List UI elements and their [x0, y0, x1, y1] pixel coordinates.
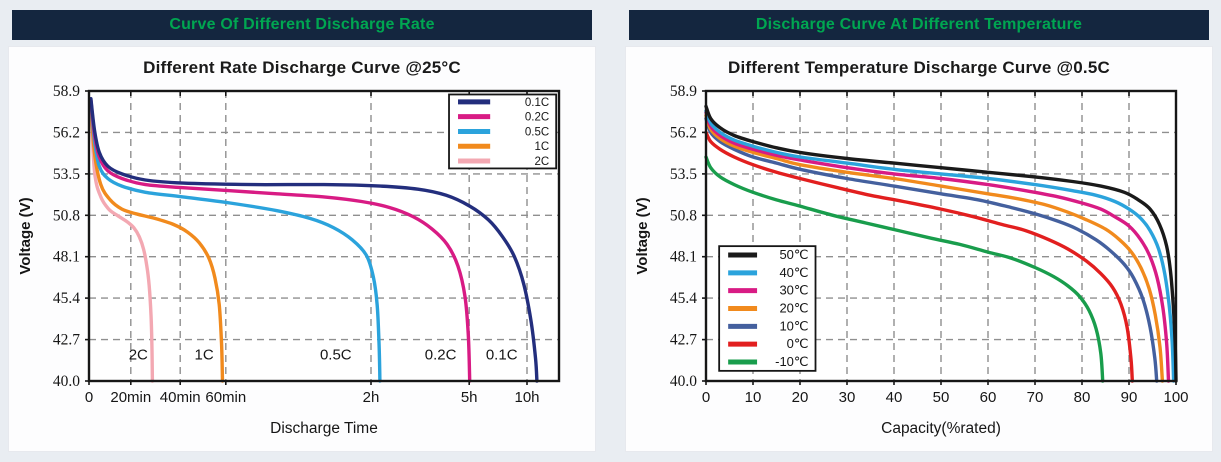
- page: Curve Of Different Discharge Rate Differ…: [8, 8, 1213, 452]
- legend: 50℃ 40℃ 30℃ 20℃ 10℃ 0℃ -10℃: [718, 245, 817, 372]
- legend-label-30℃: 30℃: [779, 283, 808, 298]
- x-axis-title: Discharge Time: [270, 420, 378, 437]
- svg-text:0: 0: [702, 389, 710, 406]
- legend-label-40℃: 40℃: [779, 265, 808, 280]
- series-line-20℃: [704, 113, 1165, 383]
- y-tick-labels: 58.9 56.2 53.5 50.8 48.1 45.4 42.7 40.0: [670, 85, 697, 390]
- svg-text:48.1: 48.1: [670, 249, 697, 266]
- y-axis-title: Voltage (V): [634, 197, 651, 274]
- svg-text:53.5: 53.5: [53, 166, 80, 183]
- svg-text:80: 80: [1074, 389, 1091, 406]
- x-tick-labels: 0 10 20 30 40 50 60 70 80 90 100: [702, 389, 1189, 406]
- svg-text:10: 10: [745, 389, 762, 406]
- legend-label-20℃: 20℃: [779, 301, 808, 316]
- series-line-0℃: [704, 130, 1134, 383]
- legend-label-0.5C: 0.5C: [525, 126, 549, 138]
- series-lines: [89, 97, 539, 383]
- series-line-40℃: [704, 109, 1176, 383]
- svg-text:100: 100: [1163, 389, 1188, 406]
- svg-text:60min: 60min: [205, 389, 246, 406]
- series-line-30℃: [704, 110, 1171, 383]
- legend-label-50℃: 50℃: [779, 247, 808, 262]
- svg-text:50.8: 50.8: [53, 207, 80, 224]
- series-line-1C: [89, 103, 225, 383]
- temperature-header: Discharge Curve At Different Temperature: [629, 10, 1209, 40]
- legend-label-0.1C: 0.1C: [525, 97, 549, 109]
- svg-text:42.7: 42.7: [53, 332, 80, 349]
- svg-text:2C: 2C: [129, 347, 148, 364]
- series-lines: [704, 104, 1178, 383]
- svg-text:56.2: 56.2: [53, 124, 80, 141]
- y-tick-labels: 58.9 56.2 53.5 50.8 48.1 45.4 42.7 40.0: [53, 85, 80, 390]
- svg-text:58.9: 58.9: [53, 85, 80, 100]
- tick-marks: [85, 90, 528, 385]
- series-line--10℃: [704, 155, 1105, 383]
- curve-annotations: 2C 1C 0.5C 0.2C 0.1C: [129, 347, 518, 364]
- svg-text:45.4: 45.4: [53, 290, 80, 307]
- svg-text:40min: 40min: [160, 389, 201, 406]
- discharge-rate-panel: Different Rate Discharge Curve @25°C 58.…: [8, 46, 596, 452]
- legend-label-0.2C: 0.2C: [525, 112, 549, 124]
- svg-text:10h: 10h: [514, 389, 539, 406]
- tick-marks: [702, 90, 1177, 385]
- y-axis-title: Voltage (V): [17, 197, 34, 274]
- svg-text:53.5: 53.5: [670, 166, 697, 183]
- svg-text:0.1C: 0.1C: [486, 347, 518, 364]
- discharge-rate-chart: 58.9 56.2 53.5 50.8 48.1 45.4 42.7 40.0 0 20min 40…: [17, 85, 561, 437]
- svg-text:42.7: 42.7: [670, 332, 697, 349]
- x-axis-title: Capacity(%rated): [881, 420, 1001, 437]
- svg-text:45.4: 45.4: [670, 290, 697, 307]
- series-line-2C: [89, 106, 155, 383]
- svg-text:30: 30: [839, 389, 856, 406]
- svg-text:0.2C: 0.2C: [425, 347, 457, 364]
- legend-label-1C: 1C: [534, 141, 549, 153]
- svg-text:50.8: 50.8: [670, 207, 697, 224]
- temperature-panel: Different Temperature Discharge Curve @0…: [625, 46, 1213, 452]
- discharge-rate-chart-title: Different Rate Discharge Curve @25°C: [143, 58, 461, 77]
- svg-text:20min: 20min: [110, 389, 151, 406]
- temperature-chart: 58.9 56.2 53.5 50.8 48.1 45.4 42.7 40.0 0 10 20 30 4…: [634, 85, 1189, 437]
- svg-text:48.1: 48.1: [53, 249, 80, 266]
- series-line-0.2C: [89, 98, 472, 383]
- svg-text:60: 60: [980, 389, 997, 406]
- svg-text:20: 20: [792, 389, 809, 406]
- svg-text:40: 40: [886, 389, 903, 406]
- svg-text:0: 0: [85, 389, 93, 406]
- legend-label--10℃: -10℃: [775, 354, 808, 369]
- x-tick-labels: 0 20min 40min 60min 2h 5h 10h: [85, 389, 540, 406]
- svg-text:2h: 2h: [363, 389, 380, 406]
- svg-text:0.5C: 0.5C: [320, 347, 352, 364]
- legend-label-0℃: 0℃: [787, 336, 809, 351]
- svg-text:50: 50: [933, 389, 950, 406]
- svg-text:70: 70: [1027, 389, 1044, 406]
- svg-text:58.9: 58.9: [670, 85, 697, 100]
- svg-text:40.0: 40.0: [53, 373, 80, 390]
- svg-text:5h: 5h: [461, 389, 478, 406]
- temperature-header-label: Discharge Curve At Different Temperature: [755, 16, 1083, 33]
- svg-text:90: 90: [1121, 389, 1138, 406]
- temperature-column: Discharge Curve At Different Temperature…: [625, 8, 1213, 452]
- series-line-50℃: [704, 104, 1178, 383]
- svg-text:1C: 1C: [195, 347, 214, 364]
- svg-text:40.0: 40.0: [670, 373, 697, 390]
- discharge-rate-header-label: Curve Of Different Discharge Rate: [169, 16, 435, 33]
- series-line-0.5C: [89, 100, 382, 383]
- series-line-0.1C: [89, 97, 539, 383]
- svg-text:56.2: 56.2: [670, 124, 697, 141]
- temperature-chart-title: Different Temperature Discharge Curve @0…: [728, 58, 1110, 77]
- legend-label-10℃: 10℃: [779, 318, 808, 333]
- legend: 0.1C 0.2C 0.5C 1C 2C: [448, 93, 558, 170]
- discharge-rate-column: Curve Of Different Discharge Rate Differ…: [8, 8, 596, 452]
- legend-label-2C: 2C: [534, 156, 549, 168]
- discharge-rate-header: Curve Of Different Discharge Rate: [12, 10, 592, 40]
- series-line-10℃: [704, 116, 1159, 383]
